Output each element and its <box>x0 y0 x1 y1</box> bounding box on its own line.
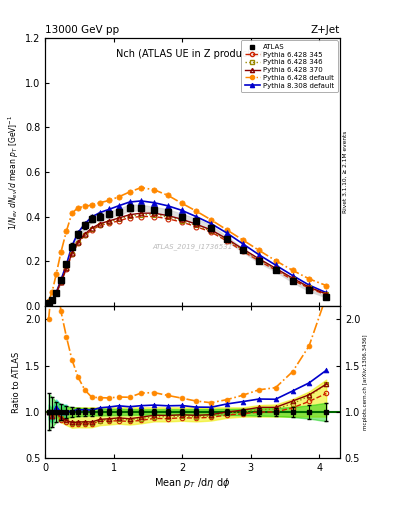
Legend: ATLAS, Pythia 6.428 345, Pythia 6.428 346, Pythia 6.428 370, Pythia 6.428 defaul: ATLAS, Pythia 6.428 345, Pythia 6.428 34… <box>241 40 338 92</box>
Y-axis label: Ratio to ATLAS: Ratio to ATLAS <box>12 351 21 413</box>
Text: Nch (ATLAS UE in Z production): Nch (ATLAS UE in Z production) <box>116 49 270 59</box>
Text: 13000 GeV pp: 13000 GeV pp <box>45 25 119 35</box>
Y-axis label: $1/N_{ev}$ $dN_{ev}/d$ mean $p_T$ [GeV]$^{-1}$: $1/N_{ev}$ $dN_{ev}/d$ mean $p_T$ [GeV]$… <box>6 114 21 230</box>
X-axis label: Mean $p_T$ /d$\eta$ d$\phi$: Mean $p_T$ /d$\eta$ d$\phi$ <box>154 476 231 490</box>
Y-axis label: mcplots.cern.ch [arXiv:1306.3436]: mcplots.cern.ch [arXiv:1306.3436] <box>363 334 368 430</box>
Text: ATLAS_2019_I1736531: ATLAS_2019_I1736531 <box>152 243 233 250</box>
Y-axis label: Rivet 3.1.10, ≥ 2.1M events: Rivet 3.1.10, ≥ 2.1M events <box>343 131 348 213</box>
Text: Z+Jet: Z+Jet <box>311 25 340 35</box>
